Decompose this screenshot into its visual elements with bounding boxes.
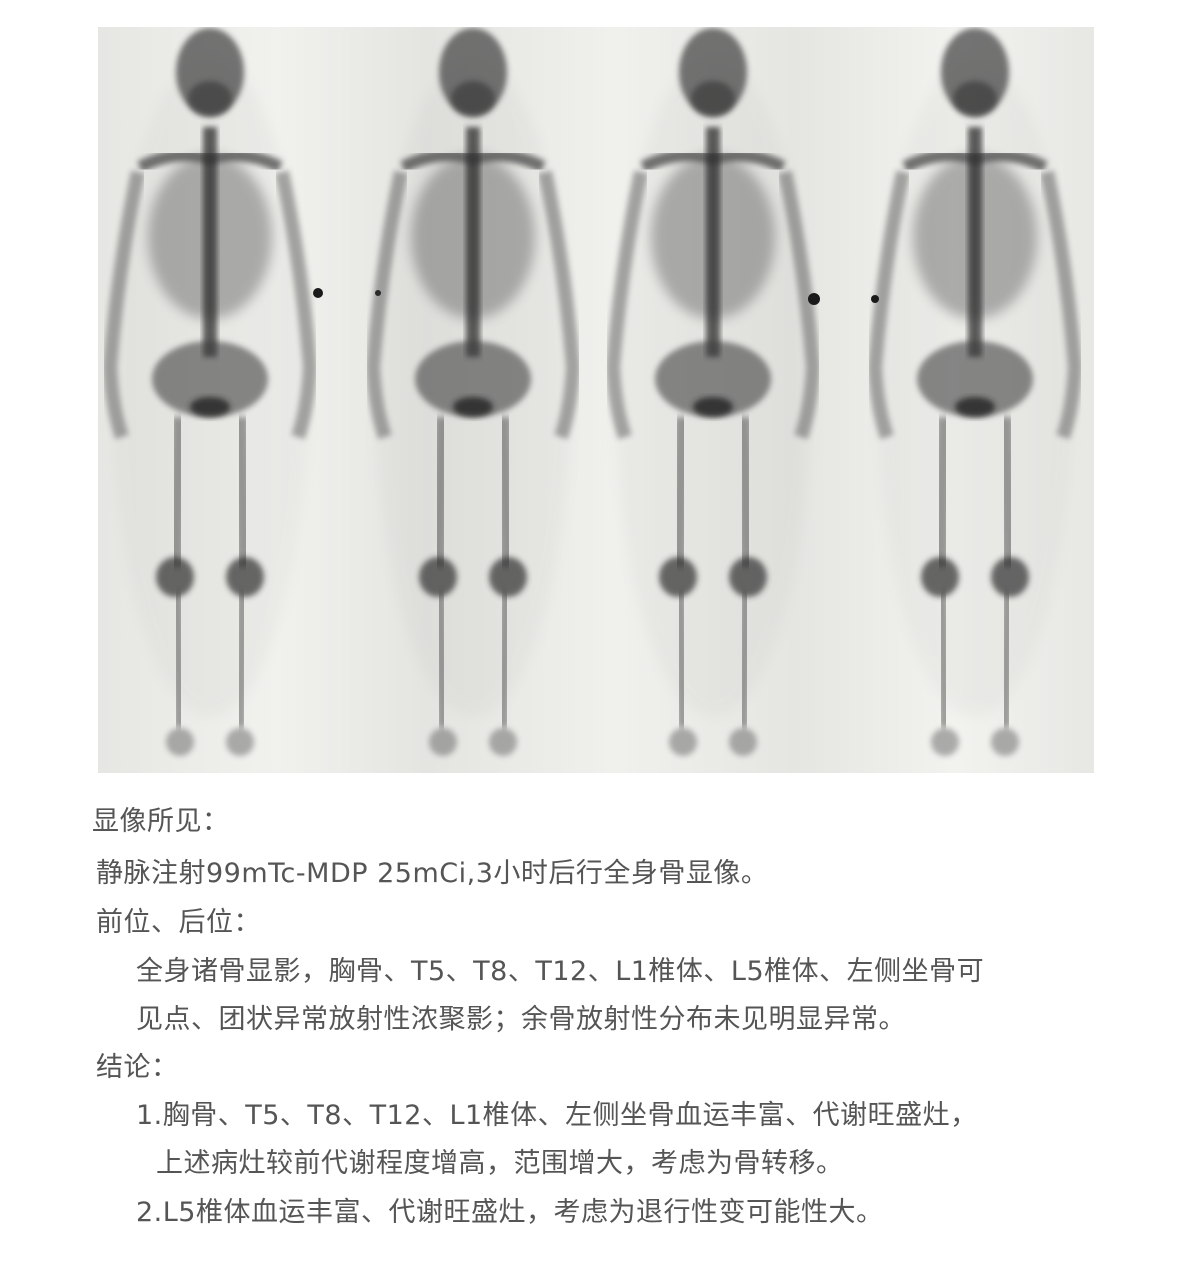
views-heading: 前位、后位：	[96, 907, 261, 938]
hot-spot-marker	[871, 295, 879, 303]
findings-line-2: 见点、团状异常放射性浓聚影；余骨放射性分布未见明显异常。	[136, 1004, 906, 1035]
findings-line-1: 全身诸骨显影，胸骨、T5、T8、T12、L1椎体、L5椎体、左侧坐骨可	[136, 956, 985, 987]
scan-figure-2	[373, 28, 573, 756]
scan-figure-1	[110, 28, 310, 756]
conclusion-2: 2.L5椎体血运丰富、代谢旺盛灶，考虑为退行性变可能性大。	[136, 1197, 884, 1228]
scan-figure-3	[613, 28, 813, 756]
procedure-text: 静脉注射99mTc-MDP 25mCi,3小时后行全身骨显像。	[96, 858, 769, 889]
whole-body-bone-scintigraphy	[98, 27, 1094, 773]
hot-spot-marker	[375, 290, 381, 296]
conclusion-1-line-2: 上述病灶较前代谢程度增高，范围增大，考虑为骨转移。	[156, 1148, 844, 1179]
conclusion-heading: 结论：	[96, 1052, 179, 1083]
hot-spot-marker	[808, 293, 820, 305]
conclusion-1-line-1: 1.胸骨、T5、T8、T12、L1椎体、左侧坐骨血运丰富、代谢旺盛灶，	[136, 1100, 978, 1131]
bone-scan-image	[98, 27, 1094, 773]
findings-heading: 显像所见：	[92, 806, 230, 837]
scan-figure-4	[875, 28, 1075, 756]
hot-spot-marker	[313, 288, 323, 298]
